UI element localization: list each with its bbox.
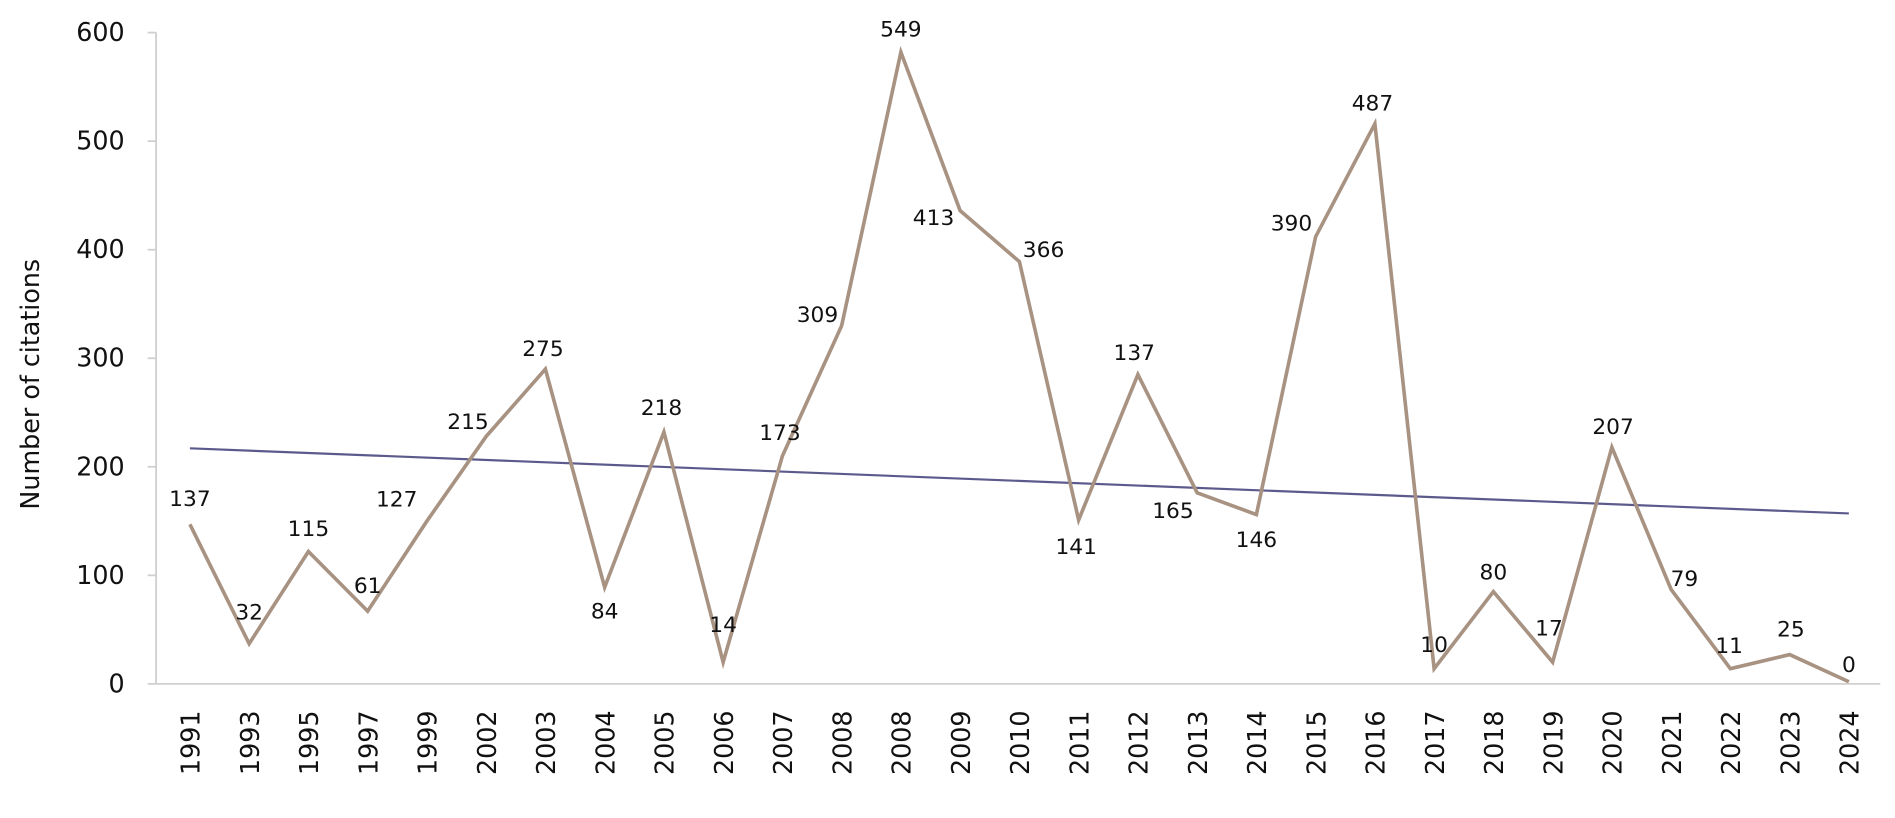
data-label: 84 [591,600,619,625]
x-tick-label: 2002 [472,710,502,775]
data-label: 127 [376,488,417,513]
x-tick-label: 2004 [590,710,620,775]
x-tick-label: 2011 [1064,710,1094,775]
data-label: 165 [1152,499,1193,524]
x-tick-label: 2019 [1538,710,1568,775]
data-label: 549 [880,17,921,42]
x-tick-label: 2007 [768,710,798,775]
y-tick-label: 0 [109,668,125,698]
data-label: 115 [288,517,329,542]
data-label: 14 [709,613,737,638]
x-tick-label: 1995 [294,710,324,775]
data-label: 61 [354,574,382,599]
x-tick-label: 2006 [709,710,739,775]
data-label: 79 [1671,567,1699,592]
data-label: 207 [1592,415,1633,440]
x-tick-label: 2023 [1775,710,1805,775]
y-tick-label: 400 [76,234,124,264]
y-tick-label: 100 [76,560,124,590]
y-tick-label: 200 [76,451,124,481]
y-tick-label: 600 [76,17,124,47]
data-label: 10 [1420,633,1448,658]
y-axis-title: Number of citations [15,259,45,510]
data-label: 215 [447,410,488,435]
x-tick-label: 2013 [1183,710,1213,775]
data-label: 80 [1480,561,1508,586]
x-tick-label: 1991 [176,710,206,775]
data-label: 366 [1023,238,1064,263]
x-tick-label: 2008 [827,710,857,775]
x-tick-label: 2008 [887,710,917,775]
data-label: 487 [1352,92,1393,117]
x-tick-label: 2003 [531,710,561,775]
data-label: 218 [641,396,682,421]
x-tick-label: 2010 [1005,710,1035,775]
y-tick-label: 500 [76,126,124,156]
x-tick-label: 2015 [1301,710,1331,775]
x-tick-label: 2018 [1479,710,1509,775]
data-label: 32 [235,601,263,626]
x-tick-label: 2017 [1420,710,1450,775]
x-tick-label: 2014 [1242,710,1272,775]
data-label: 146 [1236,528,1277,553]
data-label: 137 [169,487,210,512]
data-label: 173 [759,421,800,446]
x-tick-label: 2012 [1124,710,1154,775]
data-label: 17 [1535,617,1563,642]
x-tick-label: 2022 [1716,710,1746,775]
data-label: 390 [1271,212,1312,237]
data-label: 25 [1777,617,1805,642]
data-label: 0 [1842,653,1856,678]
x-tick-label: 1997 [353,710,383,775]
x-tick-label: 2016 [1361,710,1391,775]
data-label: 11 [1715,634,1743,659]
x-tick-label: 1993 [235,710,265,775]
x-tick-label: 1999 [413,710,443,775]
data-label: 275 [522,337,563,362]
x-tick-label: 2024 [1835,710,1865,775]
data-label: 141 [1055,535,1096,560]
x-tick-label: 2021 [1657,710,1687,775]
x-tick-label: 2009 [946,710,976,775]
citations-series-line [188,45,1850,684]
y-tick-label: 300 [76,343,124,373]
trend-line [189,447,1849,515]
data-label: 137 [1114,341,1155,366]
x-tick-label: 2005 [650,710,680,775]
data-label: 309 [797,303,838,328]
x-tick-label: 2020 [1598,710,1628,775]
data-label: 413 [913,206,954,231]
